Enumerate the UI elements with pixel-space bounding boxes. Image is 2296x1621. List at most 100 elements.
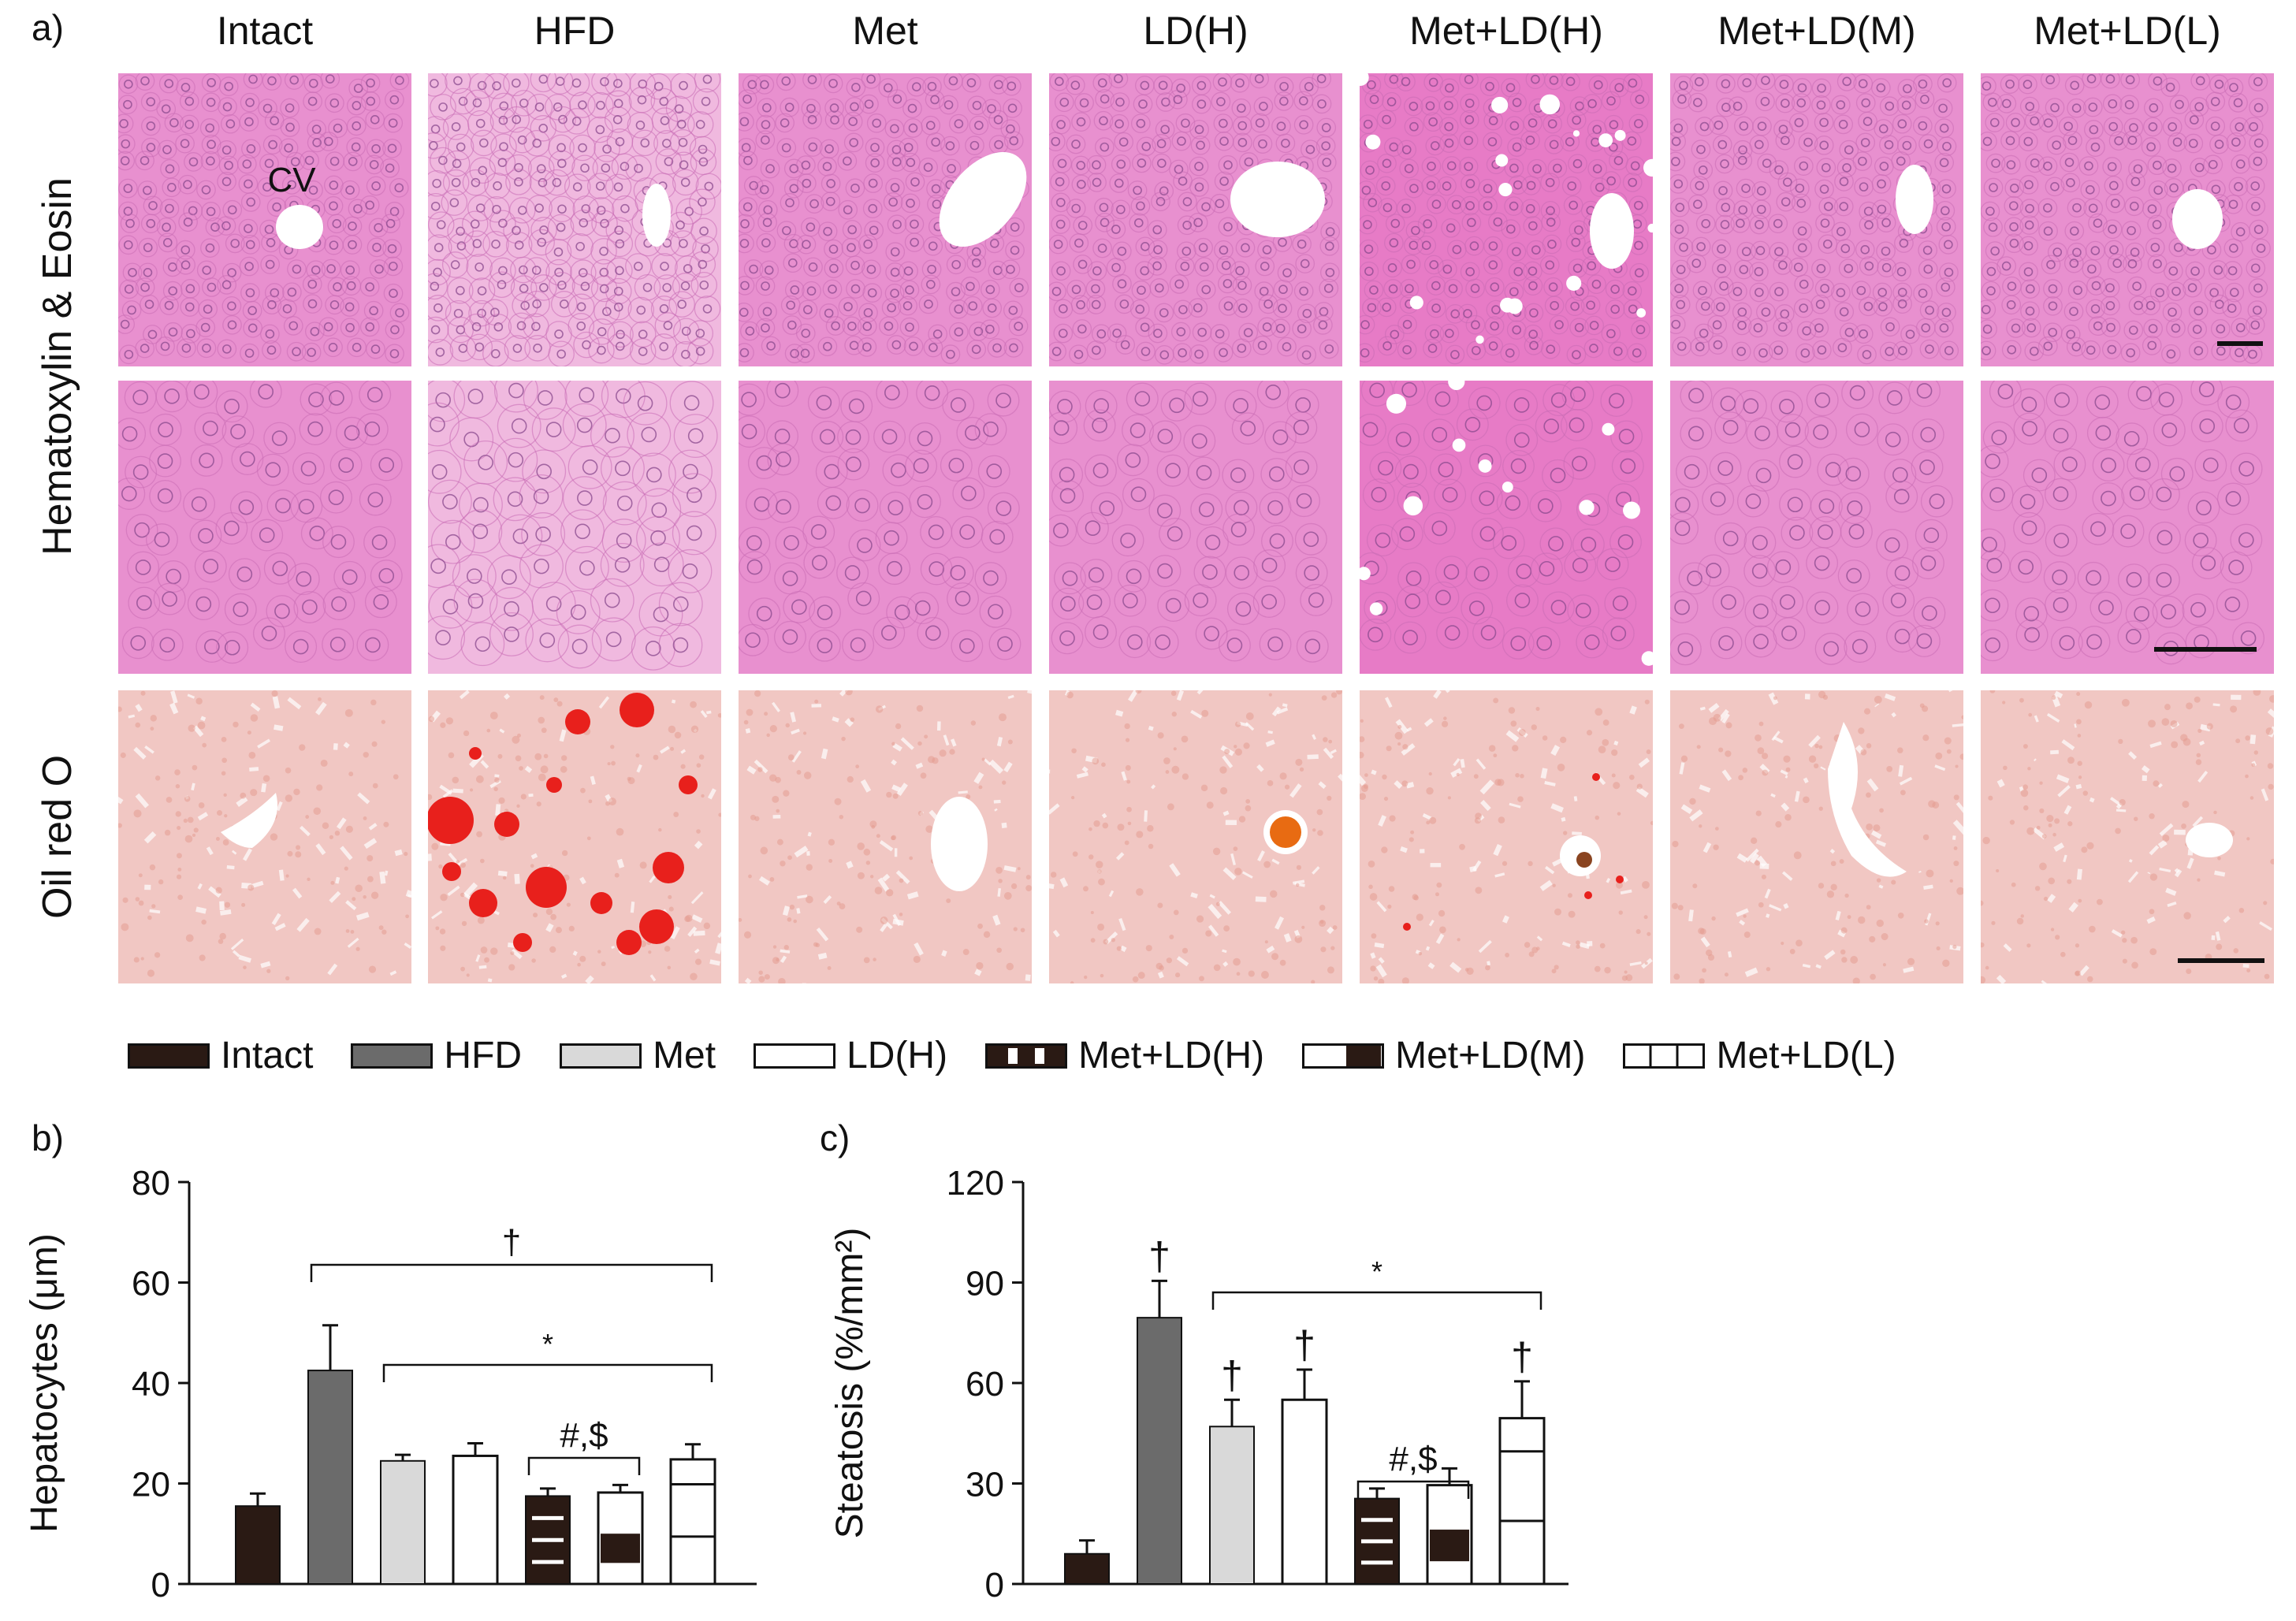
column-label: Intact — [216, 9, 314, 53]
micrograph-tile — [1049, 690, 1342, 983]
micrograph-tile — [739, 73, 1032, 366]
bar — [1498, 1417, 1546, 1586]
legend-swatch — [985, 1043, 1068, 1069]
micrograph-tile — [739, 381, 1032, 674]
micrograph-tile: CV — [118, 73, 411, 366]
column-label: Met — [852, 9, 918, 53]
bar — [669, 1458, 716, 1586]
legend-label: Met+LD(H) — [1078, 1035, 1265, 1076]
significance-label: * — [1371, 1255, 1382, 1288]
micrograph-image — [1670, 381, 1963, 674]
micrograph-tile — [1981, 381, 2274, 674]
bar — [597, 1491, 644, 1586]
micrograph-image — [1049, 690, 1342, 983]
significance-mark: † — [1148, 1234, 1170, 1278]
bar — [1281, 1398, 1328, 1586]
significance-label: #,$ — [560, 1416, 608, 1455]
bar — [452, 1454, 499, 1586]
micrograph-image — [1360, 73, 1653, 366]
micrograph-image — [428, 73, 721, 366]
legend-swatch — [351, 1043, 434, 1069]
micrograph-tile — [428, 381, 721, 674]
legend-item: Met+LD(H) — [985, 1034, 1264, 1077]
micrograph-tile — [428, 690, 721, 983]
micrograph-tile — [1049, 381, 1342, 674]
significance-mark: † — [1511, 1335, 1533, 1379]
micrograph-tile — [739, 690, 1032, 983]
significance-label: † — [502, 1223, 521, 1262]
y-tick-label: 0 — [151, 1566, 170, 1604]
micrograph-tile — [428, 73, 721, 366]
legend-item: Met+LD(L) — [1623, 1034, 1896, 1077]
legend-item: HFD — [351, 1034, 522, 1077]
legend-item: Met+LD(M) — [1302, 1034, 1585, 1077]
column-label: HFD — [534, 9, 616, 53]
micrograph-tile — [1360, 690, 1653, 983]
micrograph-tile — [1670, 73, 1963, 366]
bar — [235, 1505, 281, 1585]
row-label: Oil red O — [35, 754, 80, 920]
chart-c-container: c) 0 30 60 90 120 Steatosis (%/mm²) † † † † * #,$ — [812, 1103, 1616, 1615]
legend-swatch — [128, 1043, 210, 1069]
column-label: Met+LD(M) — [1717, 9, 1916, 53]
legend-swatch — [1623, 1043, 1706, 1069]
legend-item: LD(H) — [754, 1034, 947, 1077]
micrograph-image — [1360, 690, 1653, 983]
significance-label: #,$ — [1389, 1440, 1437, 1478]
column-label: LD(H) — [1143, 9, 1248, 53]
micrograph-tile — [1670, 381, 1963, 674]
panel-letter: c) — [820, 1117, 850, 1158]
y-tick-label: 40 — [132, 1365, 170, 1404]
micrograph-image — [739, 381, 1032, 674]
y-tick-label: 80 — [132, 1164, 170, 1203]
significance-mark: † — [1293, 1323, 1315, 1367]
significance-bracket — [1211, 1291, 1542, 1310]
legend-label: Met — [653, 1035, 716, 1076]
bar — [307, 1370, 353, 1585]
significance-bracket — [382, 1363, 713, 1382]
chart-b: b) 0 20 40 60 80 Hepatocytes (μm) † * #,$ — [24, 1117, 757, 1604]
micrograph-image — [118, 690, 411, 983]
bar — [380, 1459, 426, 1585]
legend-swatch — [1302, 1043, 1385, 1069]
micrograph-image — [1670, 690, 1963, 983]
chart-c: c) 0 30 60 90 120 Steatosis (%/mm²) † † † † * #,$ — [820, 1117, 1568, 1604]
micrograph-image — [1981, 381, 2274, 674]
bar — [525, 1495, 571, 1585]
micrograph-image — [1981, 73, 2274, 366]
chart-b-container: b) 0 20 40 60 80 Hepatocytes (μm) † * #,$ — [0, 1103, 835, 1615]
micrograph-tile — [1670, 690, 1963, 983]
legend-label: Intact — [221, 1035, 314, 1076]
micrograph-image — [428, 690, 721, 983]
micrograph-tile — [1360, 381, 1653, 674]
significance-bracket — [310, 1263, 713, 1282]
legend-label: Met+LD(M) — [1395, 1035, 1586, 1076]
legend-label: Met+LD(L) — [1716, 1035, 1896, 1076]
panel-a-letter: a) — [32, 7, 64, 48]
bar — [1137, 1317, 1182, 1585]
y-tick-label: 120 — [947, 1164, 1004, 1203]
micrograph-tile — [1049, 73, 1342, 366]
micrograph-image — [739, 690, 1032, 983]
panel-letter: b) — [32, 1117, 64, 1158]
column-label: Met+LD(H) — [1409, 9, 1603, 53]
micrograph-tile — [118, 381, 411, 674]
legend-item: Intact — [128, 1034, 313, 1077]
bar — [1426, 1484, 1473, 1586]
y-axis-label: Hepatocytes (μm) — [24, 1233, 65, 1533]
significance-bracket — [1356, 1480, 1470, 1499]
bar — [1354, 1497, 1400, 1585]
legend-swatch — [754, 1043, 836, 1069]
micrograph-image — [739, 73, 1032, 366]
y-tick-label: 20 — [132, 1466, 170, 1504]
column-label: Met+LD(L) — [2034, 9, 2221, 53]
significance-bracket — [527, 1456, 641, 1475]
micrograph-image — [1981, 690, 2274, 983]
micrograph-image — [1049, 73, 1342, 366]
legend-label: HFD — [444, 1035, 523, 1076]
micrograph-tile — [1360, 73, 1653, 366]
y-tick-label: 30 — [966, 1466, 1004, 1504]
micrograph-tile — [118, 690, 411, 983]
cv-label: CV — [267, 161, 316, 199]
legend-label: LD(H) — [847, 1035, 948, 1076]
